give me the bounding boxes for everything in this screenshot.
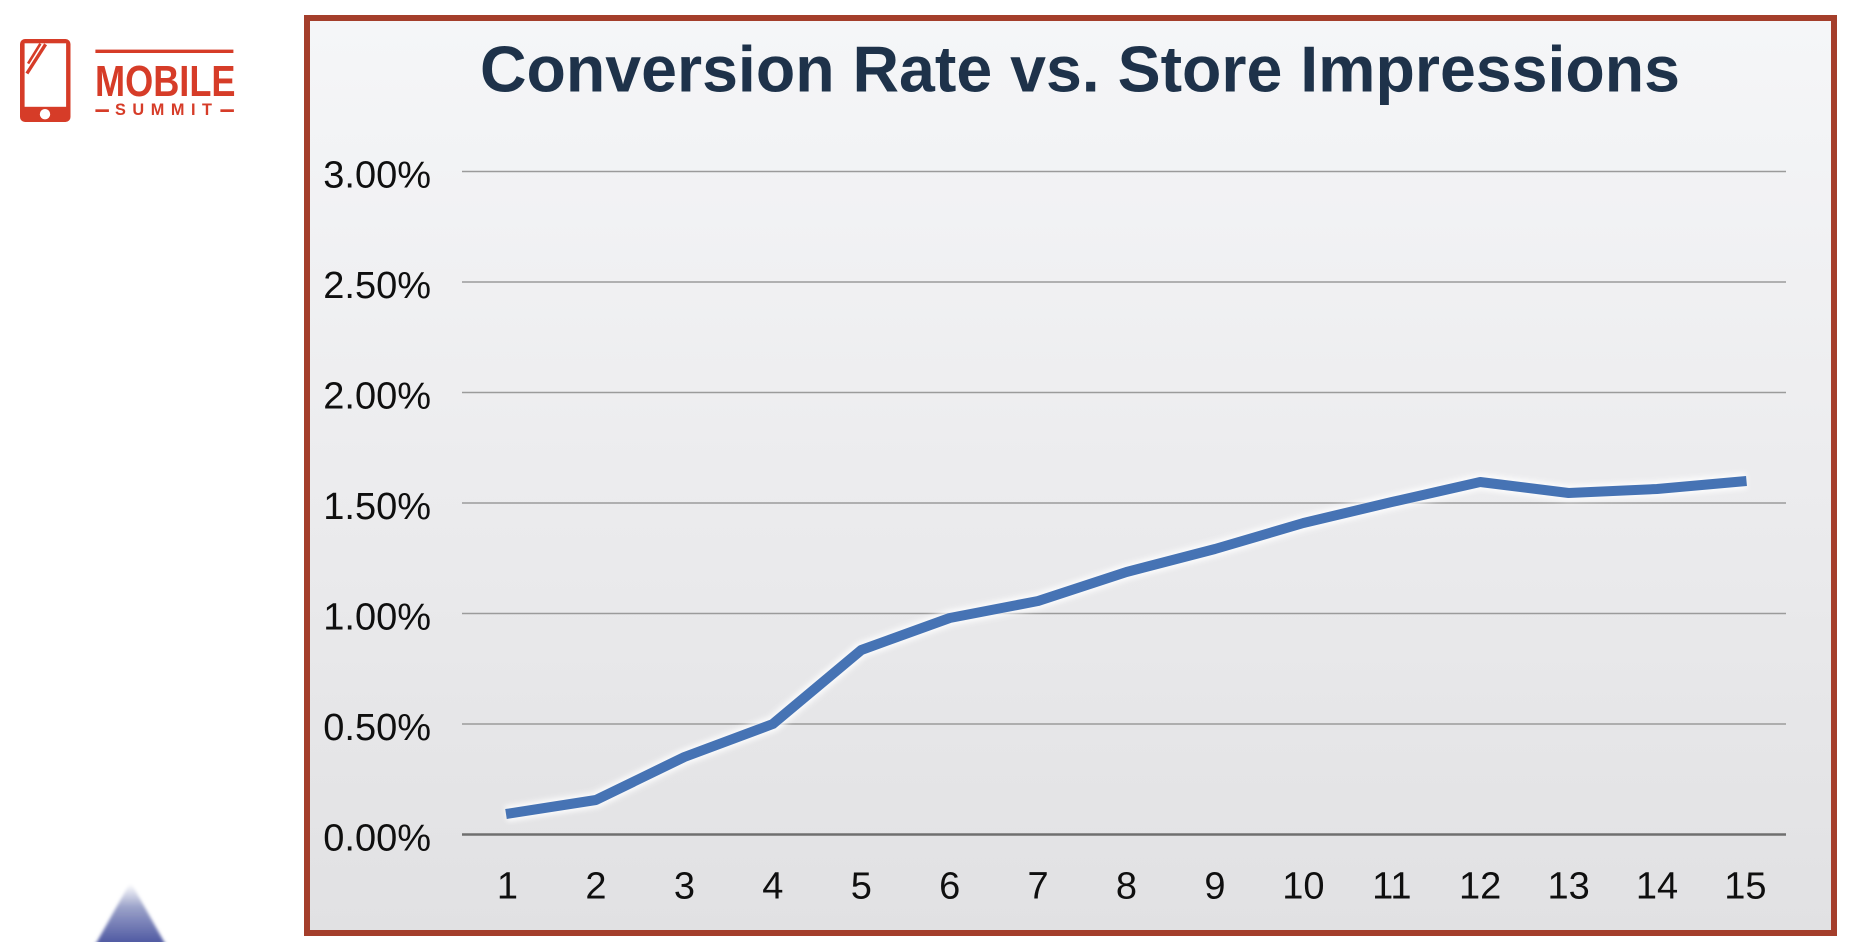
svg-text:4: 4 — [762, 866, 783, 908]
svg-text:3.00%: 3.00% — [323, 155, 431, 197]
svg-text:0.50%: 0.50% — [323, 707, 431, 749]
svg-text:2.00%: 2.00% — [323, 376, 431, 418]
svg-text:7: 7 — [1028, 866, 1049, 908]
svg-text:1.00%: 1.00% — [323, 597, 431, 639]
svg-text:14: 14 — [1636, 866, 1678, 908]
svg-text:1: 1 — [497, 866, 518, 908]
svg-text:12: 12 — [1459, 866, 1501, 908]
svg-text:1.50%: 1.50% — [323, 486, 431, 528]
svg-text:9: 9 — [1204, 866, 1225, 908]
svg-text:5: 5 — [851, 866, 872, 908]
svg-text:2.50%: 2.50% — [323, 265, 431, 307]
svg-text:0.00%: 0.00% — [323, 818, 431, 860]
svg-text:Conversion Rate vs. Store Impr: Conversion Rate vs. Store Impressions — [480, 33, 1680, 106]
svg-text:8: 8 — [1116, 866, 1137, 908]
svg-text:2: 2 — [585, 866, 606, 908]
svg-text:15: 15 — [1724, 866, 1766, 908]
svg-text:13: 13 — [1547, 866, 1589, 908]
svg-text:3: 3 — [674, 866, 695, 908]
svg-text:MOBILE: MOBILE — [95, 57, 236, 106]
svg-text:11: 11 — [1372, 866, 1411, 908]
svg-text:10: 10 — [1282, 866, 1324, 908]
svg-text:6: 6 — [939, 866, 960, 908]
